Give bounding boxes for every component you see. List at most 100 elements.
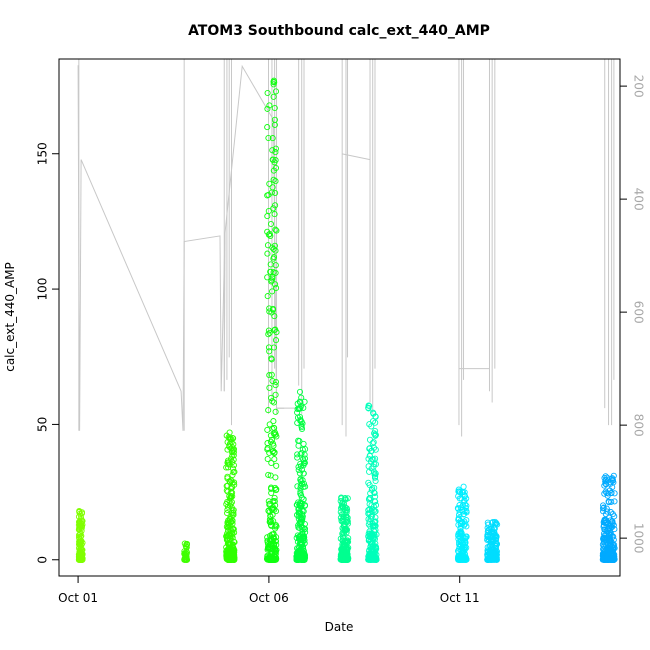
data-point	[457, 528, 464, 535]
data-point	[272, 523, 279, 530]
data-point	[264, 455, 271, 463]
data-point	[267, 472, 274, 479]
data-point	[271, 104, 278, 112]
data-point	[342, 496, 349, 503]
data-point	[458, 506, 466, 513]
y-axis-label: calc_ext_440_AMP	[3, 262, 17, 372]
data-point	[272, 391, 279, 398]
data-point	[270, 246, 277, 253]
data-point	[224, 527, 232, 534]
data-point	[272, 226, 279, 233]
data-point	[270, 81, 277, 88]
data-point	[268, 531, 276, 538]
data-point	[229, 471, 236, 479]
y2-tick-label: 200	[632, 75, 646, 98]
data-point	[272, 502, 279, 509]
data-point	[488, 528, 495, 535]
y2-tick-label: 400	[632, 188, 646, 211]
data-point	[371, 528, 378, 535]
data-point	[611, 490, 618, 497]
data-point	[599, 505, 607, 512]
data-point	[267, 519, 274, 526]
data-point	[368, 447, 375, 454]
data-point	[76, 524, 83, 531]
data-point	[368, 551, 375, 558]
depth-trace	[77, 64, 285, 431]
y2-tick-label: 800	[632, 414, 646, 437]
data-point	[264, 250, 271, 257]
data-point	[489, 518, 496, 526]
data-point	[339, 529, 346, 536]
data-point	[272, 408, 279, 415]
data-point	[294, 451, 301, 458]
data-point	[269, 156, 276, 163]
data-point	[371, 522, 378, 529]
data-point	[370, 468, 378, 475]
data-point	[340, 515, 347, 523]
data-point	[269, 147, 276, 154]
data-point	[270, 205, 277, 212]
data-point	[269, 377, 276, 385]
data-point	[270, 344, 278, 351]
data-point	[368, 505, 375, 513]
data-point	[272, 537, 279, 544]
data-point	[264, 426, 271, 433]
depth-link	[223, 233, 226, 392]
data-point	[270, 93, 277, 100]
data-point	[230, 462, 237, 469]
data-point	[273, 227, 280, 234]
data-point	[224, 510, 231, 517]
data-point	[297, 417, 304, 424]
y-tick-label: 150	[36, 142, 50, 165]
data-point	[182, 555, 189, 562]
data-point	[371, 474, 379, 481]
data-point	[265, 507, 272, 515]
data-point	[267, 438, 274, 445]
data-point	[610, 536, 617, 543]
data-point	[272, 145, 279, 152]
data-point	[338, 495, 345, 502]
data-point	[300, 556, 307, 563]
data-point	[297, 478, 305, 485]
data-point	[272, 548, 279, 555]
data-point	[271, 498, 278, 505]
data-point	[296, 438, 303, 445]
depth-series	[77, 59, 615, 437]
data-point	[600, 534, 607, 541]
data-point	[77, 530, 84, 537]
data-point	[264, 213, 271, 220]
data-point	[272, 550, 279, 558]
data-point	[296, 532, 303, 540]
data-point	[182, 553, 189, 560]
data-point	[372, 470, 379, 477]
data-point	[493, 532, 500, 539]
y2-tick-label: 600	[632, 301, 646, 324]
data-point	[268, 189, 275, 196]
data-point	[301, 525, 309, 532]
y-tick-label: 0	[36, 556, 50, 564]
data-point	[372, 427, 379, 435]
data-point	[366, 532, 373, 539]
chart-title: ATOM3 Southbound calc_ext_440_AMP	[188, 23, 490, 39]
data-point	[601, 556, 608, 563]
data-point	[367, 541, 375, 548]
data-point	[268, 459, 275, 467]
data-point	[601, 490, 608, 497]
data-point	[273, 329, 280, 336]
data-point	[266, 180, 273, 187]
data-point	[456, 495, 463, 502]
data-point	[266, 348, 273, 355]
data-point	[602, 541, 609, 549]
data-point	[264, 274, 271, 281]
data-point	[460, 483, 467, 490]
data-point	[609, 520, 616, 527]
data-point	[268, 484, 275, 491]
data-point	[183, 541, 190, 548]
data-point	[269, 448, 276, 455]
data-point	[298, 425, 306, 433]
data-point	[294, 405, 301, 413]
data-point	[268, 371, 275, 378]
data-point	[265, 331, 272, 338]
data-point	[183, 556, 190, 563]
